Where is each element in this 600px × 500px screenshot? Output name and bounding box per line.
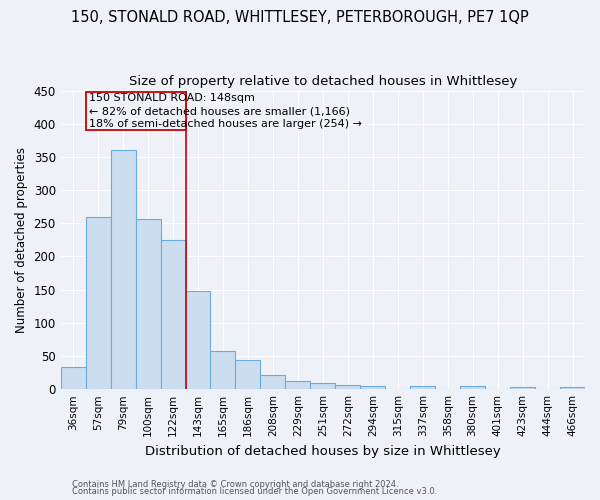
Bar [360, 386, 385, 389]
Text: ← 82% of detached houses are smaller (1,166): ← 82% of detached houses are smaller (1,… [89, 106, 350, 116]
Text: 150, STONALD ROAD, WHITTLESEY, PETERBOROUGH, PE7 1QP: 150, STONALD ROAD, WHITTLESEY, PETERBORO… [71, 10, 529, 25]
X-axis label: Distribution of detached houses by size in Whittlesey: Distribution of detached houses by size … [145, 444, 501, 458]
Title: Size of property relative to detached houses in Whittlesey: Size of property relative to detached ho… [128, 75, 517, 88]
Bar [136, 218, 161, 389]
Bar [211, 352, 235, 389]
Text: Contains public sector information licensed under the Open Government Licence v3: Contains public sector information licen… [72, 488, 437, 496]
Text: 18% of semi-detached houses are larger (254) →: 18% of semi-detached houses are larger (… [89, 119, 362, 129]
Bar [310, 382, 335, 389]
Bar [235, 360, 260, 389]
Bar [560, 387, 585, 389]
Bar [286, 380, 310, 389]
Text: 150 STONALD ROAD: 148sqm: 150 STONALD ROAD: 148sqm [89, 94, 255, 104]
Text: Contains HM Land Registry data © Crown copyright and database right 2024.: Contains HM Land Registry data © Crown c… [72, 480, 398, 489]
Bar [510, 387, 535, 389]
Bar [260, 374, 286, 389]
Bar [110, 150, 136, 389]
Bar [86, 92, 185, 130]
Bar [335, 384, 360, 389]
Bar [86, 216, 110, 389]
Bar [410, 386, 435, 389]
Bar [161, 240, 185, 389]
Bar [61, 368, 86, 389]
Bar [185, 291, 211, 389]
Y-axis label: Number of detached properties: Number of detached properties [15, 147, 28, 333]
Bar [460, 386, 485, 389]
